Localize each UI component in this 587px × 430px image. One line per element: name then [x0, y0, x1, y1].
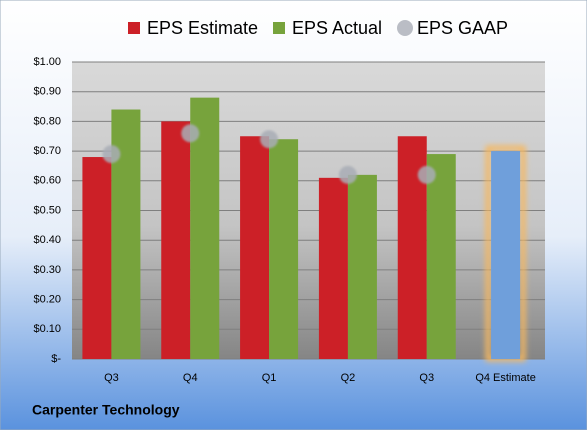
x-tick-label: Q4 Estimate — [475, 372, 536, 384]
legend-swatch — [128, 22, 140, 34]
legend-label: EPS GAAP — [417, 18, 508, 38]
x-tick-label: Q2 — [341, 372, 356, 384]
gaap-point — [181, 124, 200, 143]
y-tick-label: $0.20 — [33, 294, 61, 306]
gaap-point — [102, 145, 121, 164]
bar — [161, 121, 191, 360]
legend-label: EPS Actual — [292, 18, 382, 38]
y-tick-label: $0.90 — [33, 86, 61, 98]
legend-label: EPS Estimate — [147, 18, 258, 38]
bar — [240, 136, 270, 359]
gaap-point — [260, 130, 279, 149]
bar — [426, 154, 456, 359]
bar — [347, 174, 377, 359]
y-tick-label: $- — [51, 353, 61, 365]
y-tick-label: $0.40 — [33, 234, 61, 246]
y-tick-label: $0.30 — [33, 264, 61, 276]
gaap-point — [417, 165, 436, 184]
y-tick-label: $0.80 — [33, 115, 61, 127]
bar — [269, 139, 299, 359]
legend-swatch — [397, 20, 413, 36]
x-tick-label: Q3 — [419, 372, 434, 384]
y-tick-label: $0.50 — [33, 204, 61, 216]
x-tick-label: Q1 — [262, 372, 277, 384]
x-tick-label: Q3 — [104, 372, 119, 384]
x-tick-label: Q4 — [183, 372, 198, 384]
bar — [190, 97, 220, 359]
legend-swatch — [273, 22, 285, 34]
bar — [318, 177, 348, 359]
footer: Carpenter Technology — [32, 402, 180, 418]
bar — [82, 157, 112, 359]
gaap-point — [338, 165, 357, 184]
y-tick-label: $0.70 — [33, 145, 61, 157]
y-tick-label: $0.60 — [33, 175, 61, 187]
y-tick-label: $1.00 — [33, 56, 61, 68]
y-tick-label: $0.10 — [33, 323, 61, 335]
bar — [491, 151, 521, 359]
